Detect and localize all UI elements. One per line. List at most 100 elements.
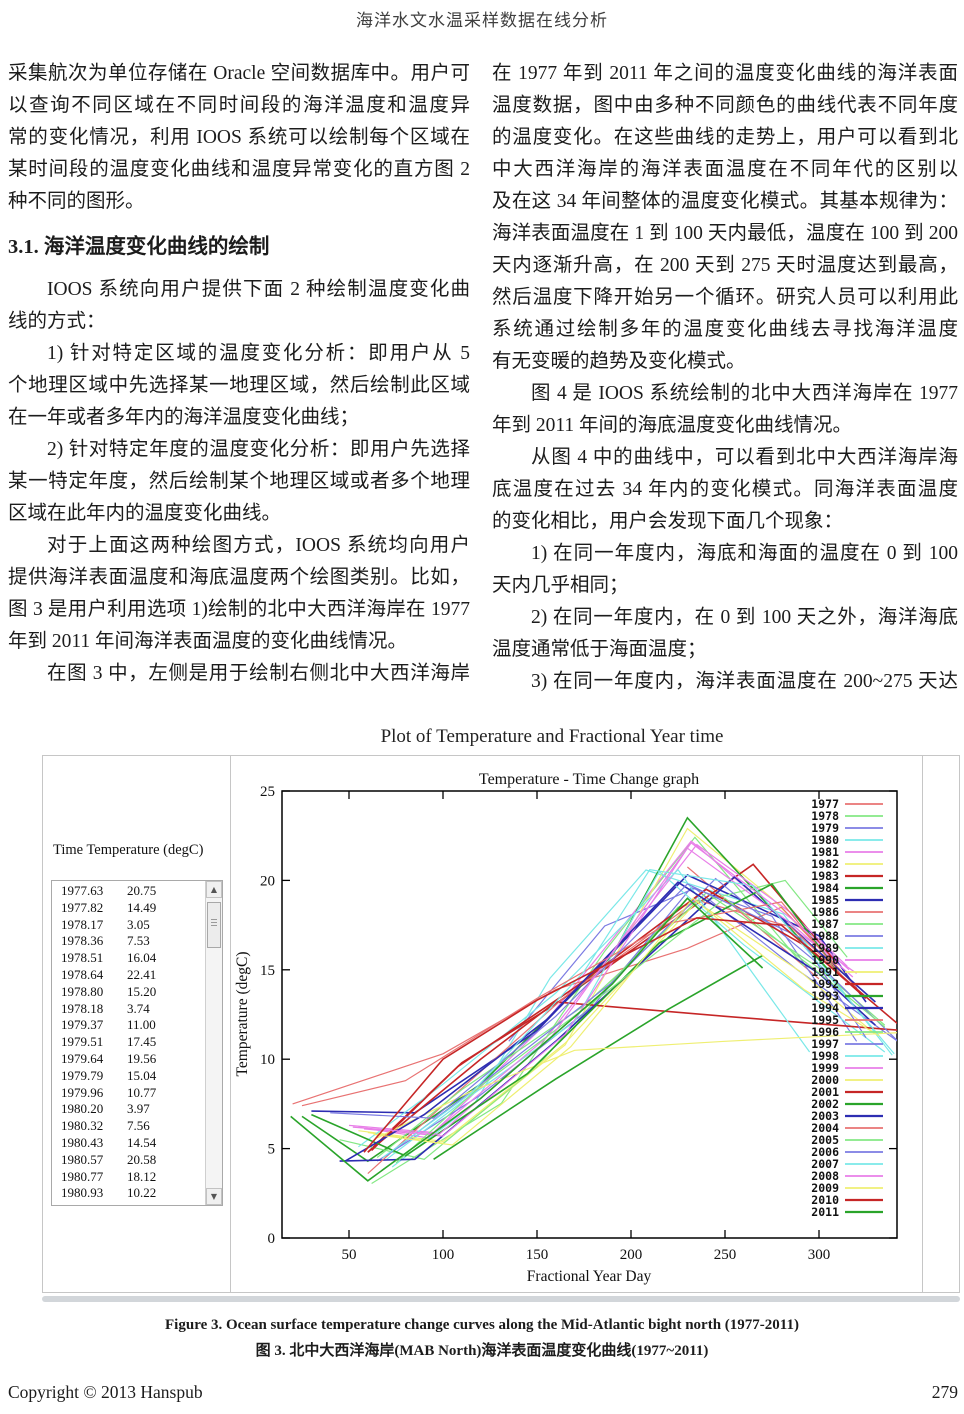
window-bottom-bar [42, 1296, 960, 1302]
body-text-line: 常的变化情况，利用 IOOS 系统可以绘制每个区域在 [8, 127, 470, 148]
series-line-1984 [301, 816, 829, 1163]
list-item[interactable]: 1978.64 22.41 [52, 967, 205, 984]
figure-caption-en: Figure 3. Ocean surface temperature chan… [165, 1317, 799, 1333]
list-item[interactable]: 1979.96 10.77 [52, 1085, 205, 1102]
body-text-line: 然后温度下降开始另一个循环。研究人员可以利用此 [492, 287, 958, 308]
temperature-value: 17.45 [127, 1034, 157, 1050]
x-tick-label: 50 [342, 1247, 357, 1263]
time-value: 1980.57 [61, 1151, 104, 1167]
time-value: 1979.64 [61, 1050, 104, 1066]
chart-panel: Temperature - Time Change graph 50 100 150 2… [231, 756, 923, 1292]
time-temperature-listbox[interactable]: 1977.63 20.75 1977.82 14.49 1978.17 3.05 1978.… [51, 880, 223, 1206]
list-item[interactable]: 1978.51 16.04 [52, 950, 205, 967]
scrollbar-thumb[interactable] [207, 902, 221, 948]
list-item[interactable]: 1979.51 17.45 [52, 1034, 205, 1051]
time-value: 1979.96 [61, 1084, 104, 1100]
body-text-line: 天内几乎相同； [492, 575, 629, 596]
series-line-2009 [373, 897, 880, 1146]
scroll-down-button[interactable]: ▼ [206, 1188, 222, 1205]
legend-label-1993: 1993 [811, 989, 839, 1003]
legend-label-1988: 1988 [811, 929, 839, 943]
time-value: 1978.17 [61, 916, 104, 932]
y-tick-label: 20 [260, 873, 275, 889]
legend-label-1987: 1987 [811, 917, 839, 931]
legend-label-1986: 1986 [811, 905, 839, 919]
list-item[interactable]: 1980.20 3.97 [52, 1101, 205, 1118]
page-number: 279 [931, 1382, 958, 1402]
list-item[interactable]: 1978.17 3.05 [52, 917, 205, 934]
plot-border [281, 790, 898, 1239]
time-value: 1980.77 [61, 1168, 104, 1184]
legend-label-1995: 1995 [811, 1013, 839, 1027]
body-text-line: 温度数据，图中由多种不同颜色的曲线代表不同年度 [492, 95, 958, 116]
temperature-value: 15.20 [127, 983, 157, 999]
time-value: 1979.51 [61, 1034, 104, 1050]
list-item[interactable]: 1978.80 15.20 [52, 984, 205, 1001]
chart-title: Temperature - Time Change graph [479, 771, 699, 788]
temperature-value: 10.22 [127, 1185, 157, 1201]
text-column-left: 采集航次为单位存储在 Oracle 空间数据库中。用户可 以查询不同区域在不同时间… [8, 58, 470, 690]
time-value: 1978.64 [61, 966, 104, 982]
time-value: 1980.32 [61, 1118, 104, 1134]
series-line-1993 [433, 954, 763, 1160]
list-item[interactable]: 1980.43 14.54 [52, 1135, 205, 1152]
legend-label-1977: 1977 [811, 797, 839, 811]
body-text-line: 区域在此年内的温度变化曲线。 [8, 503, 282, 524]
body-text-line: 以查询不同区域在不同时间段的海洋温度和温度异 [8, 95, 470, 116]
list-item[interactable]: 1980.57 20.58 [52, 1152, 205, 1169]
temperature-value: 14.49 [127, 899, 157, 915]
temperature-value: 22.41 [127, 966, 157, 982]
temperature-value: 20.75 [127, 883, 157, 898]
list-item[interactable]: 1978.36 7.53 [52, 933, 205, 950]
list-item[interactable]: 1977.63 20.75 [52, 883, 205, 900]
list-item[interactable]: 1980.93 10.22 [52, 1185, 205, 1202]
y-tick-label: 5 [268, 1142, 276, 1158]
scroll-up-button[interactable]: ▲ [206, 881, 222, 898]
temperature-value: 10.77 [127, 1084, 157, 1100]
temperature-value: 11.00 [127, 1017, 156, 1033]
running-head-title: 海洋水文水温采样数据在线分析 [356, 11, 608, 30]
body-text-line: 某一特定年度，然后绘制某个地理区域或者多个地理 [8, 471, 470, 492]
data-panel: Time Temperature (degC) 1977.63 20.75 1977… [43, 756, 231, 1292]
body-text-line: 2) 针对特定年度的温度变化分析：即用户先选择 [47, 439, 470, 460]
body-text-line: 有无变暖的趋势及变化模式。 [492, 351, 746, 372]
legend-label-2010: 2010 [811, 1193, 839, 1207]
legend-label-2007: 2007 [811, 1157, 839, 1171]
body-text-line: 某时间段的温度变化曲线和温度异常变化的直方图 2 [8, 159, 470, 180]
list-scrollbar[interactable]: ▲ ▼ [205, 881, 222, 1205]
list-item[interactable]: 1979.37 11.00 [52, 1017, 205, 1034]
figure-3-screenshot: Time Temperature (degC) 1977.63 20.75 1977… [42, 755, 960, 1293]
legend-label-2000: 2000 [811, 1073, 839, 1087]
body-text-line: 在图 3 中，左侧是用于绘制右侧北中大西洋海岸 [47, 663, 470, 684]
x-tick-label: 100 [432, 1247, 455, 1263]
body-text-line: 个地理区域中先选择某一地理区域，然后绘制此区域 [8, 375, 470, 396]
time-value: 1980.43 [61, 1134, 104, 1150]
body-text-line: 中大西洋海岸的海洋表面温度在不同年代的区别以 [492, 159, 958, 180]
body-text-line: 采集航次为单位存储在 Oracle 空间数据库中。用户可 [8, 63, 470, 84]
temperature-value: 7.53 [127, 933, 150, 949]
legend-label-1994: 1994 [811, 1001, 839, 1015]
body-text-line: 及在这 34 年间整体的温度变化模式。其基本规律为： [492, 191, 958, 212]
temperature-value: 16.04 [127, 950, 157, 966]
body-text-line: 的变化相比，用户会发现下面几个现象： [492, 511, 844, 532]
series-line-1987 [339, 879, 848, 1160]
legend-label-2011: 2011 [811, 1205, 839, 1219]
body-text-line: 的温度变化。在这些曲线的走势上，用户可以看到北 [492, 127, 958, 148]
legend-label-1978: 1978 [811, 809, 839, 823]
list-item[interactable]: 1979.64 19.56 [52, 1051, 205, 1068]
body-text-line: IOOS 系统向用户提供下面 2 种绘制温度变化曲 [47, 279, 470, 300]
text-column-right: 在 1977 年到 2011 年之间的温度变化曲线的海洋表面 温度数据，图中由多种… [492, 58, 958, 698]
time-value: 1978.36 [61, 933, 104, 949]
y-tick-label: 15 [260, 963, 275, 979]
series-line-2007 [382, 869, 895, 1158]
list-item[interactable]: 1979.79 15.04 [52, 1068, 205, 1085]
list-item[interactable]: 1980.32 7.56 [52, 1118, 205, 1135]
legend-label-2001: 2001 [811, 1085, 839, 1099]
series-line-2000 [376, 1032, 897, 1139]
temperature-value: 3.05 [127, 916, 150, 932]
legend-label-1984: 1984 [811, 881, 839, 895]
list-item[interactable]: 1980.77 18.12 [52, 1169, 205, 1186]
list-item[interactable]: 1977.82 14.49 [52, 900, 205, 917]
legend-label-1990: 1990 [811, 953, 839, 967]
list-item[interactable]: 1978.18 3.74 [52, 1001, 205, 1018]
